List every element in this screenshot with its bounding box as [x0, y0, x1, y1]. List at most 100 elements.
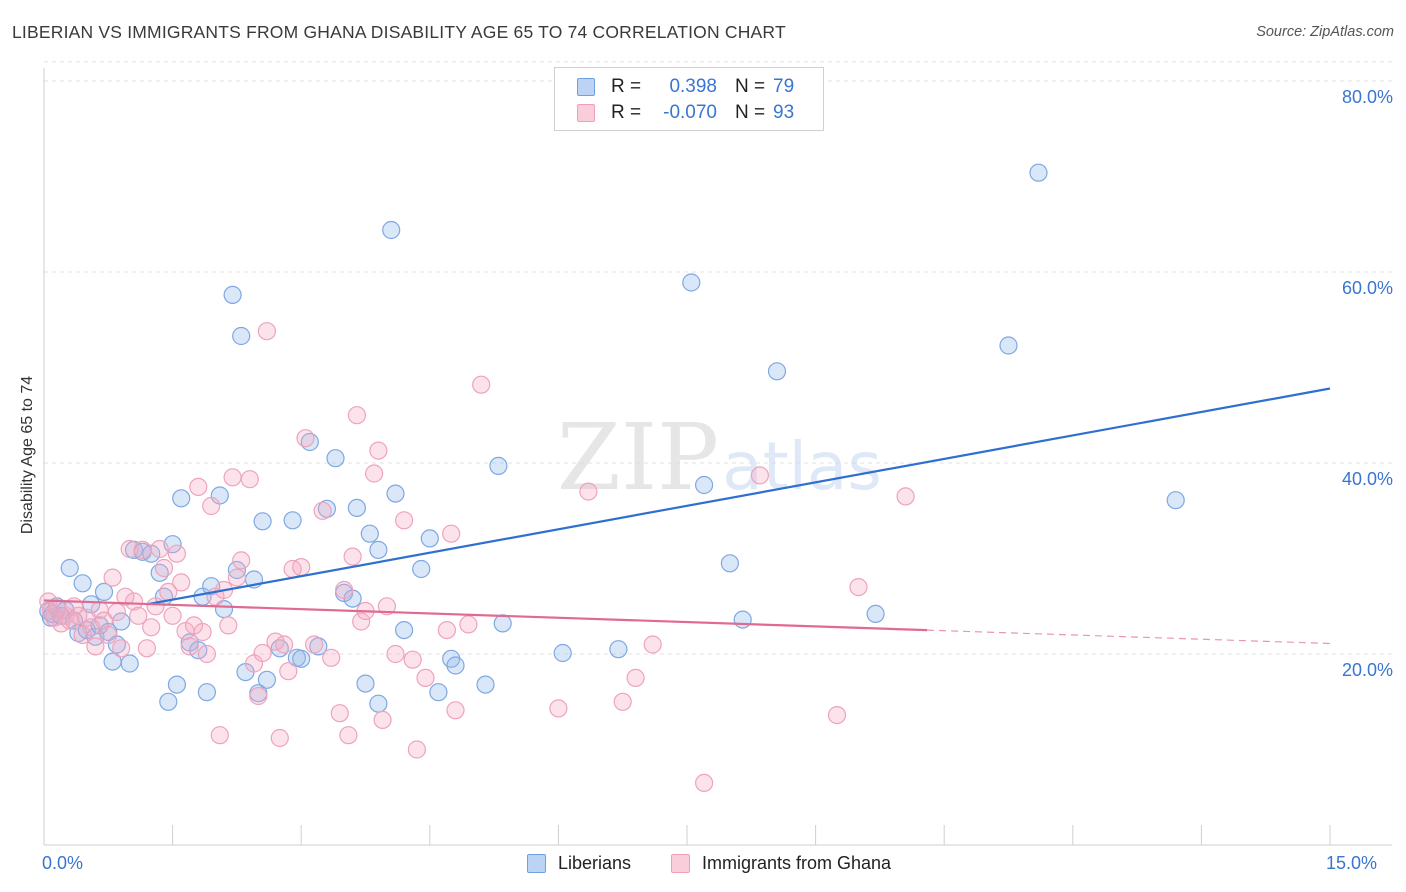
liberian-point-47 [292, 649, 311, 668]
ghana-point-6 [60, 611, 79, 630]
ghana-trend-line [43, 599, 928, 632]
liberian-point-58 [369, 694, 388, 713]
legend-n-label: N = [735, 102, 766, 123]
ghana-point-81 [459, 615, 478, 634]
liberian-point-25 [159, 692, 178, 711]
series-swatch-pink [671, 853, 690, 873]
liberian-point-67 [476, 675, 495, 694]
liberian-point-56 [360, 524, 379, 543]
liberian-point-72 [682, 273, 701, 292]
liberian-trend-line [146, 387, 1331, 606]
ghana-point-85 [613, 692, 632, 711]
series-label-liberians: Liberians [558, 852, 632, 873]
legend-swatch-pink [577, 104, 595, 122]
ghana-point-69 [365, 464, 384, 483]
ghana-point-26 [146, 597, 165, 616]
ghana-point-86 [626, 668, 645, 688]
correlation-legend: R = 0.398 N = 79 R = -0.070 N = 93 [554, 67, 824, 131]
liberian-point-68 [489, 456, 508, 475]
liberian-point-76 [767, 362, 787, 381]
ghana-point-50 [253, 643, 272, 663]
ghana-point-12 [86, 637, 105, 656]
ghana-point-54 [275, 635, 294, 654]
watermark-atlas: atlas [722, 428, 882, 505]
ghana-trend-extension [927, 629, 1331, 645]
ghana-point-55 [279, 662, 298, 681]
liberian-point-30 [189, 641, 208, 660]
ghana-point-78 [437, 620, 456, 640]
y-tick-label-20: 20.0% [1341, 660, 1393, 680]
liberian-point-64 [429, 683, 448, 702]
liberian-point-63 [420, 529, 439, 548]
ghana-point-49 [249, 686, 268, 706]
liberian-point-32 [197, 683, 216, 702]
liberian-point-54 [347, 498, 366, 517]
ghana-point-25 [142, 618, 161, 637]
ghana-point-15 [99, 625, 118, 645]
ghana-point-87 [643, 635, 662, 654]
legend-n-value: 93 [773, 102, 795, 123]
ghana-point-17 [107, 602, 127, 622]
ghana-point-76 [407, 740, 426, 759]
ghana-point-37 [193, 622, 212, 642]
data-points [39, 163, 1185, 793]
x-tick-label-max: 15.0% [1326, 853, 1378, 873]
liberian-point-14 [94, 582, 114, 602]
ghana-point-34 [180, 637, 199, 656]
ghana-point-71 [373, 710, 392, 730]
ghana-point-47 [240, 470, 259, 489]
trend-lines [43, 387, 1331, 645]
ghana-point-73 [386, 644, 405, 664]
ghana-point-28 [154, 558, 174, 578]
ghana-point-65 [343, 547, 362, 566]
liberian-point-73 [694, 475, 714, 495]
ghana-point-18 [112, 639, 131, 658]
liberian-point-62 [412, 559, 431, 579]
ghana-point-74 [395, 511, 414, 530]
liberian-point-45 [283, 511, 302, 530]
ghana-point-27 [150, 539, 169, 559]
ghana-point-92 [896, 487, 915, 506]
y-axis-title: Disability Age 65 to 74 [19, 375, 36, 535]
ghana-point-79 [442, 524, 461, 543]
ghana-point-88 [694, 773, 714, 793]
ghana-point-32 [172, 573, 191, 592]
ghana-point-90 [827, 705, 847, 725]
ghana-point-46 [232, 551, 251, 570]
series-label-ghana: Immigrants from Ghana [702, 852, 892, 873]
liberian-point-51 [326, 449, 345, 468]
x-tick-label-min: 0.0% [42, 853, 84, 873]
y-tick-label-80: 80.0% [1341, 87, 1393, 107]
ghana-point-60 [313, 501, 332, 520]
liberian-point-55 [356, 674, 375, 693]
ghana-point-84 [579, 482, 598, 501]
ghana-point-44 [223, 468, 242, 487]
ghana-point-14 [94, 611, 114, 630]
liberian-point-38 [232, 326, 251, 346]
series-legend-liberians: Liberians [527, 852, 631, 874]
legend-r-label: R = [611, 102, 642, 123]
ghana-point-57 [292, 557, 311, 577]
liberian-point-69 [493, 614, 512, 633]
ghana-point-77 [416, 668, 435, 688]
legend-row-liberians: R = 0.398 N = 79 [577, 76, 794, 98]
liberian-point-78 [999, 336, 1018, 355]
liberian-point-74 [720, 554, 740, 573]
ghana-point-91 [849, 577, 868, 597]
legend-swatch-blue [577, 78, 595, 96]
ghana-point-36 [189, 477, 208, 496]
chart-title: LIBERIAN VS IMMIGRANTS FROM GHANA DISABI… [12, 22, 786, 42]
ghana-point-21 [124, 592, 144, 611]
ghana-point-70 [369, 441, 388, 460]
ghana-point-89 [750, 466, 770, 485]
ghana-point-16 [103, 568, 122, 587]
y-tick-label-40: 40.0% [1341, 469, 1393, 489]
ghana-point-59 [305, 635, 324, 654]
liberian-point-57 [369, 540, 388, 560]
series-legend-ghana: Immigrants from Ghana [671, 852, 891, 874]
liberian-point-70 [553, 643, 572, 663]
ghana-point-38 [197, 644, 216, 664]
liberian-point-9 [73, 574, 92, 593]
liberian-point-79 [1029, 163, 1048, 182]
